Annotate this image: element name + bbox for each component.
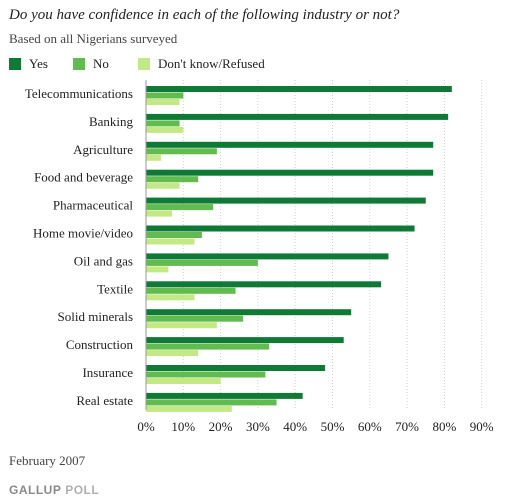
category-label: Banking	[89, 114, 134, 129]
category-label: Textile	[97, 281, 133, 296]
legend-item-yes: Yes	[9, 56, 48, 72]
tick-label: 60%	[358, 419, 382, 434]
legend-swatch-dont-know	[138, 58, 150, 70]
category-label: Home movie/video	[33, 226, 133, 241]
tick-label: 20%	[209, 419, 233, 434]
category-label: Oil and gas	[74, 253, 133, 268]
bar-don-t-know-refused-construction	[146, 350, 199, 357]
chart-subtitle: Based on all Nigerians surveyed	[9, 31, 178, 46]
tick-label: 80%	[432, 419, 456, 434]
bar-no-home-movie-video	[146, 232, 202, 238]
legend: Yes No Don't know/Refused	[9, 56, 499, 72]
tick-label: 70%	[395, 419, 419, 434]
tick-label: 40%	[283, 419, 307, 434]
legend-item-no: No	[73, 56, 109, 72]
tick-label: 50%	[321, 419, 345, 434]
bar-don-t-know-refused-textile	[146, 294, 195, 301]
bar-don-t-know-refused-agriculture	[146, 154, 161, 161]
bar-no-solid-minerals	[146, 315, 243, 322]
chart-title: Do you have confidence in each of the fo…	[9, 7, 400, 23]
tick-label: 10%	[171, 419, 195, 434]
tick-label: 90%	[470, 419, 494, 434]
legend-label-yes: Yes	[29, 56, 48, 71]
bar-don-t-know-refused-oil-and-gas	[146, 266, 169, 273]
tick-label: 0%	[137, 419, 155, 434]
bar-yes-food-and-beverage	[146, 169, 434, 176]
bar-no-banking	[146, 120, 180, 127]
bar-yes-home-movie-video	[146, 225, 415, 232]
category-label: Telecommunications	[25, 86, 133, 101]
bar-no-pharmaceutical	[146, 204, 214, 211]
category-label: Construction	[66, 337, 134, 352]
category-label: Pharmaceutical	[53, 198, 134, 213]
bar-chart: Telecommunications Banking Agriculture Food…	[25, 80, 494, 434]
bar-yes-textile	[146, 281, 381, 288]
bar-yes-construction	[146, 337, 344, 344]
bar-no-real-estate	[146, 399, 277, 406]
bar-don-t-know-refused-real-estate	[146, 405, 232, 412]
bar-no-agriculture	[146, 148, 217, 155]
bar-yes-real-estate	[146, 392, 303, 399]
category-label: Agriculture	[73, 142, 133, 157]
legend-swatch-no	[73, 58, 85, 70]
bar-yes-oil-and-gas	[146, 253, 389, 260]
bar-no-food-and-beverage	[146, 176, 199, 183]
category-label: Insurance	[82, 365, 133, 380]
bar-no-insurance	[146, 371, 266, 378]
bar-don-t-know-refused-banking	[146, 126, 184, 133]
bar-no-telecommunications	[146, 92, 184, 99]
bar-yes-telecommunications	[146, 86, 452, 92]
bar-don-t-know-refused-food-and-beverage	[146, 182, 180, 189]
legend-label-no: No	[93, 56, 109, 71]
bar-don-t-know-refused-solid-minerals	[146, 322, 217, 329]
bar-no-textile	[146, 287, 236, 294]
gallup-poll-logo: GALLUP POLL	[9, 483, 100, 497]
legend-swatch-yes	[9, 58, 21, 70]
bar-don-t-know-refused-telecommunications	[146, 99, 180, 105]
category-label: Real estate	[76, 393, 133, 408]
bar-no-construction	[146, 343, 270, 350]
bar-no-oil-and-gas	[146, 259, 258, 266]
bar-yes-pharmaceutical	[146, 197, 426, 204]
legend-label-dont-know: Don't know/Refused	[158, 56, 265, 71]
bar-yes-banking	[146, 113, 449, 120]
footer-date: February 2007	[9, 453, 86, 468]
bar-yes-solid-minerals	[146, 309, 352, 316]
bar-yes-insurance	[146, 365, 326, 371]
bar-don-t-know-refused-insurance	[146, 378, 221, 384]
bar-yes-agriculture	[146, 141, 434, 148]
bar-don-t-know-refused-home-movie-video	[146, 238, 195, 245]
legend-item-dont-know: Don't know/Refused	[138, 56, 265, 72]
tick-label: 30%	[246, 419, 270, 434]
category-label: Food and beverage	[34, 170, 133, 185]
bar-don-t-know-refused-pharmaceutical	[146, 210, 173, 217]
category-label: Solid minerals	[58, 309, 133, 324]
